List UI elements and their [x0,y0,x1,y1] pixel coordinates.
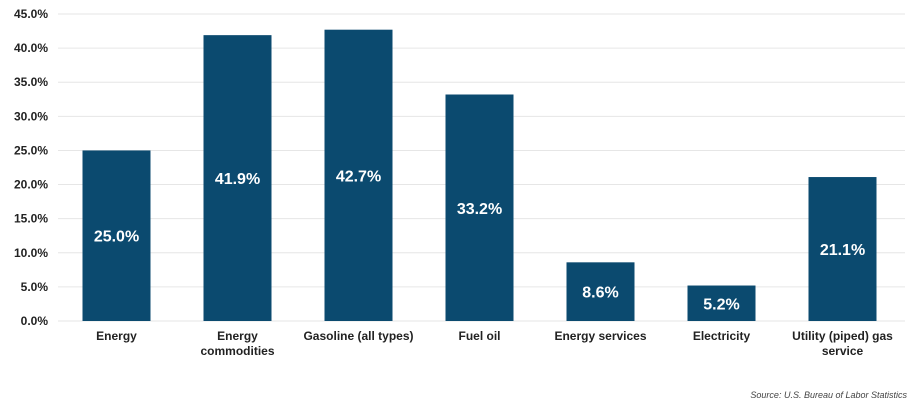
y-tick-label: 30.0% [14,109,48,123]
x-tick-label-line: Energy services [554,329,646,343]
x-tick-label: Gasoline (all types) [303,329,413,343]
y-tick-label: 40.0% [14,41,48,55]
data-label: 5.2% [703,296,739,313]
data-label: 41.9% [215,171,260,188]
bar [808,177,877,321]
y-tick-label: 5.0% [21,280,49,294]
bar [687,285,756,321]
x-tick-label: Electricity [693,329,751,343]
data-label: 33.2% [457,201,502,218]
data-label: 8.6% [582,285,618,302]
bar [445,94,514,321]
x-tick-label-line: Utility (piped) gas [792,329,893,343]
bars: 25.0% 41.9% 42.7% 33.2% 8.6% 5.2% 21.1% [82,29,877,322]
bar [82,150,151,321]
x-tick-label: Energy services [554,329,646,343]
y-tick-label: 25.0% [14,143,48,157]
x-tick-label: Fuel oil [459,329,501,343]
bar [203,35,272,321]
y-tick-label: 20.0% [14,178,48,192]
data-label: 21.1% [820,242,865,259]
data-label: 42.7% [336,168,381,185]
x-tick-label: Utility (piped) gas service [792,329,893,358]
x-tick-label-line: Energy [217,329,258,343]
y-axis: 0.0% 5.0% 10.0% 15.0% 20.0% 25.0% 30.0% 35.0% 40… [14,7,48,328]
x-tick-label-line: Energy [96,329,137,343]
data-label: 25.0% [94,229,139,246]
x-tick-label-line: Fuel oil [459,329,501,343]
y-tick-label: 15.0% [14,212,48,226]
bar [324,29,393,322]
x-tick-label-line: service [822,344,864,358]
x-tick-label-line: Electricity [693,329,751,343]
x-tick-label: Energy [96,329,137,343]
x-tick-label-line: Gasoline (all types) [303,329,413,343]
y-tick-label: 0.0% [21,314,49,328]
x-tick-label: Energy commodities [200,329,274,358]
source-note: Source: U.S. Bureau of Labor Statistics [750,390,907,400]
y-tick-label: 45.0% [14,7,48,21]
y-tick-label: 35.0% [14,75,48,89]
x-tick-label-line: commodities [200,344,274,358]
bar [566,262,635,321]
y-tick-label: 10.0% [14,246,48,260]
